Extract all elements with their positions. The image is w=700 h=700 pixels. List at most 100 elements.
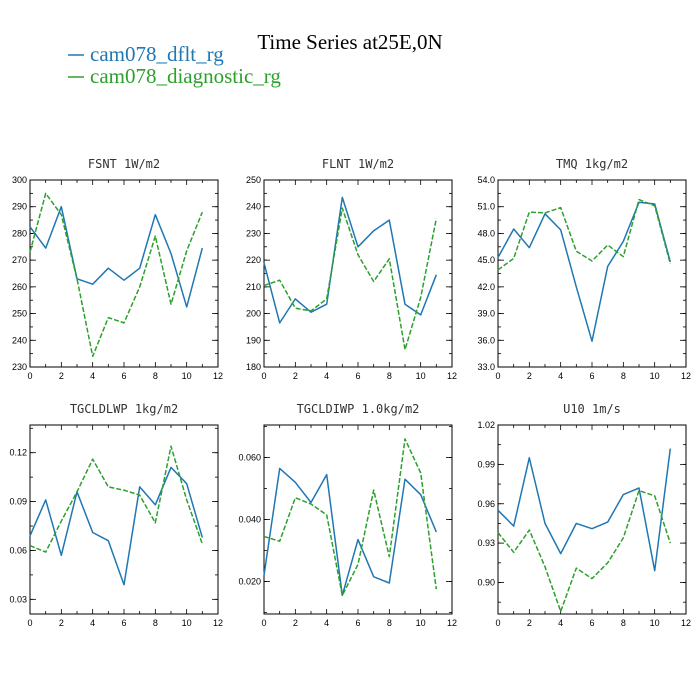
x-tick-label: 0 xyxy=(261,371,266,381)
y-tick-label: 51.0 xyxy=(477,202,495,212)
y-tick-label: 240 xyxy=(246,202,261,212)
series-line-diagnostic xyxy=(263,207,438,351)
plot-frame xyxy=(263,424,453,615)
chart-panels: FSNT 1W/m20 2 4 6 8 10 12230240250260270280290… xyxy=(9,157,691,628)
x-tick-label: 2 xyxy=(59,371,64,381)
series-line-dflt xyxy=(497,448,672,572)
x-tick-label: 10 xyxy=(650,371,660,381)
x-tick-label: 8 xyxy=(621,371,626,381)
x-tick-label: 8 xyxy=(153,618,158,628)
x-tick-label: 0 xyxy=(495,371,500,381)
y-tick-label: 190 xyxy=(246,335,261,345)
x-tick-label: 8 xyxy=(153,371,158,381)
x-tick-label: 10 xyxy=(416,371,426,381)
x-tick-label: 10 xyxy=(650,618,660,628)
x-tick-label: 4 xyxy=(558,371,563,381)
x-tick-label: 2 xyxy=(293,371,298,381)
y-tick-label: 0.040 xyxy=(238,515,261,525)
figure-title: Time Series at25E,0N xyxy=(257,30,442,54)
y-tick-label: 230 xyxy=(246,228,261,238)
y-tick-label: 230 xyxy=(12,362,27,372)
x-tick-label: 12 xyxy=(681,618,691,628)
x-tick-label: 4 xyxy=(90,371,95,381)
panel-title: FSNT 1W/m2 xyxy=(88,157,160,171)
series-line-dflt xyxy=(497,201,672,342)
x-tick-label: 0 xyxy=(261,618,266,628)
plot-frame xyxy=(29,179,219,368)
x-tick-label: 2 xyxy=(59,618,64,628)
y-tick-label: 0.93 xyxy=(477,538,495,548)
legend-label: cam078_diagnostic_rg xyxy=(90,64,281,88)
x-tick-label: 4 xyxy=(90,618,95,628)
series-line-diagnostic xyxy=(29,192,203,358)
chart-panel: U10 1m/s 0 2 4 6 8 10 12 0.90 0.93 0.96 0.99 1.02 xyxy=(477,402,691,628)
y-tick-label: 1.02 xyxy=(477,420,495,430)
chart-panel: TGCLDIWP 1.0kg/m2 0 2 4 6 8 10 12 0.020 0.040 0.06… xyxy=(238,402,457,628)
x-tick-label: 8 xyxy=(621,618,626,628)
y-tick-label: 0.12 xyxy=(9,448,27,458)
x-tick-label: 12 xyxy=(213,618,223,628)
x-tick-label: 6 xyxy=(121,371,126,381)
series-line-dflt xyxy=(29,205,204,308)
y-tick-label: 42.0 xyxy=(477,282,495,292)
x-tick-label: 10 xyxy=(182,618,192,628)
x-tick-label: 12 xyxy=(447,618,457,628)
x-tick-label: 4 xyxy=(558,618,563,628)
x-tick-label: 12 xyxy=(681,371,691,381)
x-tick-label: 12 xyxy=(447,371,457,381)
x-tick-label: 2 xyxy=(293,618,298,628)
y-tick-label: 290 xyxy=(12,202,27,212)
y-tick-label: 39.0 xyxy=(477,309,495,319)
x-tick-label: 10 xyxy=(182,371,192,381)
x-tick-label: 6 xyxy=(121,618,126,628)
y-tick-label: 0.96 xyxy=(477,499,495,509)
x-tick-label: 4 xyxy=(324,371,329,381)
chart-panel: FSNT 1W/m2 0 2 4 6 8 10 12 230 240 250 260 270 280 290… xyxy=(12,157,223,381)
chart-panel: FLNT 1W/m2 0 2 4 6 8 10 12 180 190 200 210 220 230 240… xyxy=(246,157,457,381)
x-tick-label: 2 xyxy=(527,371,532,381)
plot-frame xyxy=(263,179,453,368)
panel-title: FLNT 1W/m2 xyxy=(322,157,394,171)
y-tick-label: 240 xyxy=(12,335,27,345)
y-tick-label: 210 xyxy=(246,282,261,292)
chart-panel: TGCLDLWP 1kg/m2 0 2 4 6 8 10 12 0.03 0.06 0.09 0.12 xyxy=(9,402,223,628)
x-tick-label: 6 xyxy=(355,371,360,381)
legend-entry: cam078_diagnostic_rg xyxy=(68,64,281,88)
y-tick-label: 0.020 xyxy=(238,576,261,586)
x-tick-label: 0 xyxy=(27,371,32,381)
x-tick-label: 12 xyxy=(213,371,223,381)
legend-entry: cam078_dflt_rg xyxy=(68,42,224,66)
x-tick-label: 6 xyxy=(589,371,594,381)
x-tick-label: 8 xyxy=(387,618,392,628)
x-tick-label: 6 xyxy=(589,618,594,628)
legend-label: cam078_dflt_rg xyxy=(90,42,224,66)
y-tick-label: 270 xyxy=(12,255,27,265)
series-line-diagnostic xyxy=(497,489,672,613)
series-line-dflt xyxy=(29,466,204,586)
y-tick-label: 250 xyxy=(12,309,27,319)
series-line-diagnostic xyxy=(29,445,204,553)
x-tick-label: 0 xyxy=(27,618,32,628)
plot-frame xyxy=(497,424,687,615)
panel-title: TMQ 1kg/m2 xyxy=(556,157,628,171)
y-tick-label: 220 xyxy=(246,255,261,265)
panel-title: TGCLDLWP 1kg/m2 xyxy=(70,402,178,416)
plot-frame xyxy=(29,424,219,615)
panel-title: U10 1m/s xyxy=(563,402,621,416)
x-tick-label: 0 xyxy=(495,618,500,628)
series-line-diagnostic xyxy=(263,438,438,597)
y-tick-label: 54.0 xyxy=(477,175,495,185)
y-tick-label: 0.06 xyxy=(9,545,27,555)
y-tick-label: 0.03 xyxy=(9,594,27,604)
y-tick-label: 0.09 xyxy=(9,497,27,507)
x-tick-label: 2 xyxy=(527,618,532,628)
x-tick-label: 4 xyxy=(324,618,329,628)
chart-panel: TMQ 1kg/m2 0 2 4 6 8 10 12 33.0 36.0 39.0 42.0 45.0 4… xyxy=(477,157,691,381)
y-tick-label: 48.0 xyxy=(477,228,495,238)
y-tick-label: 180 xyxy=(246,362,261,372)
series-line-diagnostic xyxy=(497,198,672,271)
series-line-dflt xyxy=(263,467,437,597)
y-tick-label: 0.99 xyxy=(477,459,495,469)
